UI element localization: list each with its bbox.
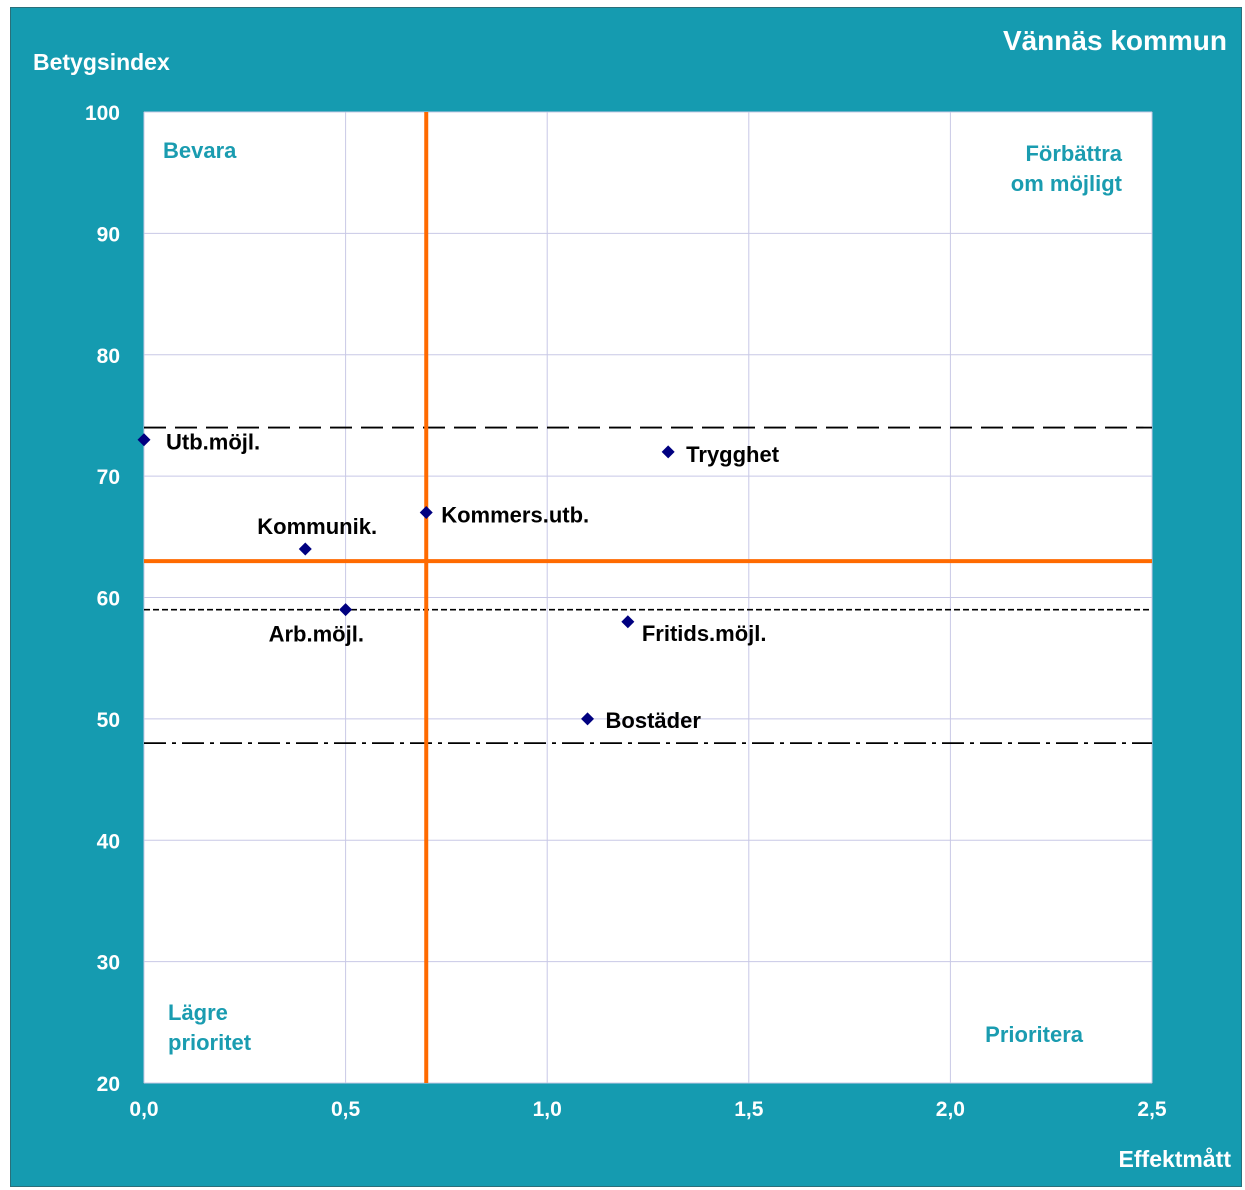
x-tick-label: 2,5	[1137, 1098, 1167, 1121]
x-tick-label: 1,5	[734, 1098, 764, 1121]
data-point-label: Fritids.möjl.	[642, 621, 767, 646]
y-tick-label: 20	[97, 1073, 120, 1096]
data-point-marker	[581, 712, 595, 726]
data-points: Utb.möjl. Trygghet Kommers.utb. Kommunik. Ar…	[137, 430, 780, 733]
data-point-marker	[298, 542, 312, 556]
y-tick-label: 90	[97, 223, 120, 246]
data-point-marker	[419, 506, 433, 520]
chart-title: Vännäs kommun	[1003, 25, 1227, 56]
data-point-label: Utb.möjl.	[166, 430, 260, 455]
data-point-marker	[661, 445, 675, 459]
quadrant-label-prioritera: Prioritera	[985, 1022, 1084, 1047]
y-tick-label: 80	[97, 345, 120, 368]
x-tick-label: 0,0	[129, 1098, 158, 1121]
data-point-label: Arb.möjl.	[269, 622, 364, 647]
quadrant-label-lagre-prioritet: prioritet	[168, 1030, 252, 1055]
data-point-marker	[339, 603, 353, 617]
data-point-marker	[137, 433, 151, 447]
y-tick-label: 30	[97, 952, 120, 975]
x-tick-label: 0,5	[331, 1098, 361, 1121]
data-point-marker	[621, 615, 635, 629]
y-tick-label: 40	[97, 830, 120, 853]
quadrant-label-forbattra: om möjligt	[1011, 171, 1123, 196]
y-tick-label: 70	[97, 466, 120, 489]
quadrant-label-forbattra: Förbättra	[1025, 141, 1122, 166]
quadrant-labels: Bevara Förbättra om möjligt Lägre prioritet P…	[163, 138, 1123, 1055]
y-tick-label: 60	[97, 588, 120, 611]
y-tick-label: 100	[85, 102, 120, 125]
data-point-label: Bostäder	[606, 708, 702, 733]
gridlines	[143, 111, 1153, 1084]
y-axis-label: Betygsindex	[33, 49, 170, 75]
x-tick-label: 1,0	[533, 1098, 562, 1121]
x-axis-label: Effektmått	[1119, 1146, 1232, 1172]
y-axis-ticks: 20 30 40 50 60 70 80 90 100	[85, 102, 120, 1096]
reference-lines	[144, 112, 1152, 1083]
quadrant-label-lagre-prioritet: Lägre	[168, 1000, 228, 1025]
y-tick-label: 50	[97, 709, 120, 732]
x-axis-ticks: 0,0 0,5 1,0 1,5 2,0 2,5	[129, 1098, 1167, 1121]
data-point-label: Trygghet	[686, 442, 780, 467]
data-point-label: Kommunik.	[257, 514, 377, 539]
data-point-label: Kommers.utb.	[441, 503, 589, 528]
x-tick-label: 2,0	[936, 1098, 965, 1121]
quadrant-label-bevara: Bevara	[163, 138, 237, 163]
